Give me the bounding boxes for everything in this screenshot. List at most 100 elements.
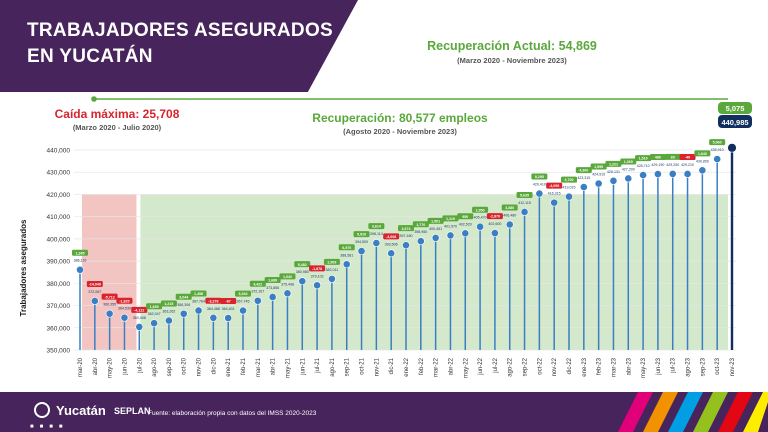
source-note: Fuente: elaboración propia con datos del… [148, 410, 317, 417]
point-layer [76, 143, 737, 331]
data-point [313, 281, 321, 290]
change-badge [86, 280, 103, 287]
stem-layer [79, 147, 734, 350]
change-badge [516, 191, 533, 198]
data-point [179, 309, 188, 318]
change-badge [694, 150, 711, 157]
x-tick-label: abr-21 [271, 357, 277, 375]
value-label: 406,480 [503, 213, 516, 217]
chart: 440,000 430,000 420,000 410,000 400,000 390,0… [19, 39, 752, 378]
x-tick-label: may-20 [108, 357, 114, 378]
change-badge [472, 206, 489, 213]
x-tick-label: ene-21 [226, 357, 232, 376]
data-point [461, 229, 470, 238]
change-label: 1,069 [624, 160, 633, 164]
change-label: -14,049 [89, 283, 101, 287]
change-label: -5,712 [105, 295, 115, 299]
data-point [416, 237, 425, 246]
change-label: 1,595 [594, 165, 603, 169]
data-point [150, 319, 158, 328]
data-point [402, 241, 410, 250]
data-point [594, 179, 603, 188]
value-label: 429,190 [651, 163, 664, 167]
x-tick-label: nov-22 [552, 357, 558, 376]
x-tick-label: may-22 [463, 357, 469, 378]
value-label: 366,355 [103, 303, 116, 307]
max-drop-period: (Marzo 2020 - Julio 2020) [73, 123, 162, 132]
change-label: 6,570 [342, 246, 351, 250]
change-badge [383, 233, 400, 240]
change-badge [546, 182, 563, 189]
data-point [713, 155, 722, 163]
change-badge [116, 297, 133, 304]
value-label: 388,581 [340, 253, 353, 257]
x-tick-label: jun-20 [122, 357, 128, 375]
x-tick-label: abr-20 [93, 357, 99, 375]
y-tick-label: 380,000 [47, 281, 71, 288]
x-tick-label: abr-22 [448, 357, 454, 375]
change-label: 3,614 [372, 225, 381, 229]
last-change-badge [718, 102, 752, 114]
change-badge [590, 163, 607, 170]
data-point [135, 322, 144, 331]
change-badge [649, 154, 666, 161]
value-label: 420,410 [533, 183, 546, 187]
value-label: 379,102 [311, 274, 324, 278]
x-tick-label: abr-23 [626, 357, 632, 375]
data-point [624, 174, 633, 183]
change-badge [338, 244, 355, 251]
data-point [476, 222, 484, 231]
value-label: 429,250 [666, 163, 679, 167]
data-point [209, 313, 218, 322]
change-label: 3,344 [239, 292, 248, 296]
data-point [298, 277, 307, 286]
change-badge [620, 158, 637, 165]
data-point [120, 313, 129, 322]
value-label: 382,011 [326, 268, 339, 272]
change-label: -4,608 [386, 235, 396, 239]
value-label: 380,980 [296, 270, 309, 274]
x-tick-label: jul-22 [493, 357, 499, 373]
change-label: 4,300 [579, 169, 588, 173]
value-label: 402,520 [459, 222, 472, 226]
change-badge [679, 153, 696, 160]
value-label: 386,116 [74, 259, 87, 263]
value-label: 405,470 [474, 216, 487, 220]
logo-yucatan: Yucatán [56, 403, 106, 418]
value-label: 372,067 [88, 290, 101, 294]
value-label: 412,115 [518, 201, 531, 205]
change-badge [220, 297, 237, 304]
x-tick-label: nov-20 [197, 357, 203, 376]
youtube-icon: ■ [58, 424, 63, 430]
value-label: 430,850 [696, 159, 709, 163]
x-tick-label: sep-21 [345, 357, 351, 376]
change-label: 1,640 [698, 152, 707, 156]
footer-decoration [618, 392, 768, 432]
x-tick-label: jul-20 [137, 357, 143, 373]
data-point [550, 198, 559, 207]
data-point [342, 260, 351, 269]
change-label: 5,482 [298, 263, 307, 267]
x-tick-label: nov-21 [374, 357, 380, 376]
change-label: 1,689 [268, 279, 277, 283]
change-badge [398, 225, 414, 232]
x-tick-label: oct-21 [360, 357, 366, 374]
change-label: -1,825 [119, 299, 129, 303]
change-label: -4,122 [134, 308, 144, 312]
recovery-line-start-dot [91, 96, 97, 102]
x-tick-label: jul-21 [315, 357, 321, 373]
change-badge [249, 280, 266, 287]
change-label: 1,119 [446, 217, 455, 221]
value-label: 400,451 [429, 227, 442, 231]
x-tick-label: sep-20 [167, 357, 173, 376]
data-point [431, 233, 440, 242]
change-badge [427, 217, 444, 224]
recovery-title: Recuperación: 80,577 empleos [312, 111, 488, 125]
page-title-line1: TRABAJADORES ASEGURADOS [27, 20, 334, 41]
y-tick-label: 400,000 [47, 236, 71, 243]
change-badge [294, 261, 311, 268]
x-tick-label: jun-21 [300, 357, 306, 375]
data-point [357, 247, 366, 256]
value-label: 364,401 [222, 307, 235, 311]
data-point [387, 249, 396, 258]
